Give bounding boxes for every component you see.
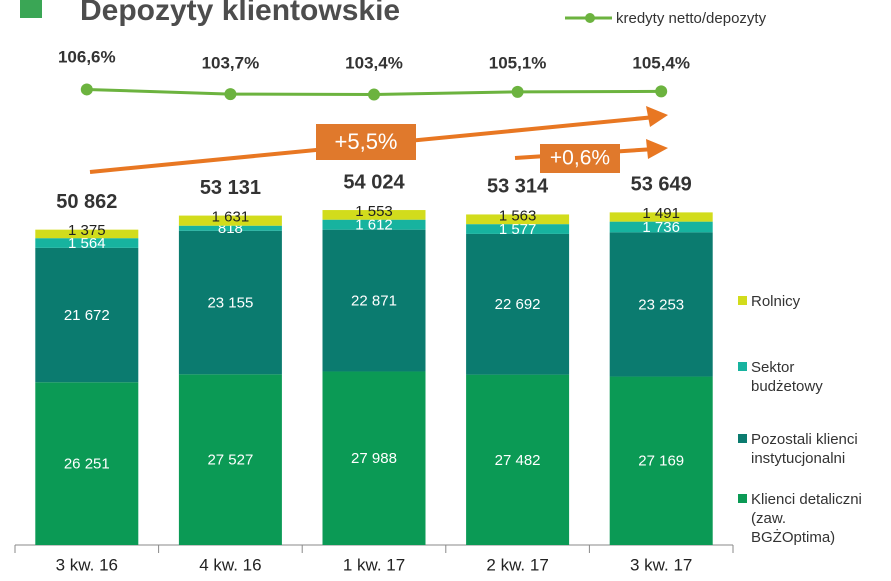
bar-segment — [178, 225, 282, 231]
bar-segment — [609, 376, 713, 545]
annotation-box — [540, 144, 620, 173]
ratio-point — [224, 88, 237, 101]
bar-segment — [609, 221, 713, 233]
ratio-label: 103,4% — [345, 53, 403, 72]
value-label: 26 251 — [64, 456, 110, 473]
legend-item: Sektor budżetowy — [738, 358, 888, 396]
legend-swatch — [738, 494, 747, 503]
bar-segment — [35, 238, 139, 248]
value-label: 27 988 — [351, 450, 397, 467]
bar-segment — [178, 215, 282, 226]
x-tick-label: 1 kw. 17 — [343, 555, 405, 574]
bar-segment — [322, 229, 426, 372]
bar-segment — [466, 224, 570, 234]
value-label: 1 553 — [355, 203, 393, 220]
value-label: 1 563 — [499, 207, 537, 224]
legend-item: Rolnicy — [738, 292, 888, 311]
ratio-point — [368, 88, 380, 101]
x-tick-label: 3 kw. 17 — [630, 555, 692, 574]
bar-segment — [322, 371, 426, 545]
legend-swatch — [738, 434, 747, 443]
value-label: 1 736 — [642, 219, 680, 236]
x-tick-label: 3 kw. 16 — [56, 555, 118, 574]
ratio-point — [655, 85, 668, 98]
value-label: 27 527 — [207, 452, 253, 469]
bar-segment — [35, 229, 139, 239]
legend-label: Rolnicy — [751, 293, 801, 310]
legend-item: Pozostali klienci instytucjonalni — [738, 430, 888, 468]
legend-label: Klienci detaliczni (zaw. BGŻOptima) — [751, 491, 862, 546]
value-label: 1 564 — [68, 235, 106, 252]
arrow-head — [646, 106, 668, 127]
value-label: 1 491 — [642, 205, 680, 222]
value-label: 21 672 — [64, 307, 110, 324]
x-tick-label: 4 kw. 16 — [199, 555, 261, 574]
bar-segment — [609, 212, 713, 222]
value-label: 22 871 — [351, 293, 397, 310]
value-label: 22 692 — [495, 296, 541, 313]
x-tick-label: 2 kw. 17 — [486, 555, 548, 574]
bar-segment — [322, 210, 426, 220]
bar-segment — [35, 247, 139, 383]
arrow-head — [646, 139, 668, 159]
ratio-label: 105,4% — [632, 53, 690, 72]
value-label: 27 169 — [638, 453, 684, 470]
bar-segment — [35, 382, 139, 545]
total-label: 53 131 — [200, 177, 261, 199]
total-label: 50 862 — [56, 191, 117, 213]
legend-swatch — [738, 362, 747, 371]
ratio-point — [80, 83, 93, 96]
value-label: 23 155 — [207, 295, 253, 312]
value-label: 1 375 — [68, 222, 106, 239]
annotation: +5,5% — [335, 129, 398, 154]
total-label: 54 024 — [343, 171, 405, 193]
value-label: 27 482 — [495, 452, 541, 469]
ratio-label: 105,1% — [489, 53, 547, 72]
value-label: 23 253 — [638, 296, 684, 313]
chart-title: Depozyty klientowskie — [80, 0, 400, 27]
total-label: 53 314 — [487, 176, 549, 198]
bar-segment — [178, 374, 282, 545]
annotation-box — [316, 124, 416, 160]
legend-label: kredyty netto/depozyty — [616, 10, 767, 27]
ratio-label: 103,7% — [202, 53, 260, 72]
title-icon — [20, 0, 42, 18]
bar-segment — [466, 233, 570, 375]
legend-label: Pozostali klienci instytucjonalni — [751, 431, 858, 467]
value-label: 1 612 — [355, 217, 393, 234]
legend-swatch — [738, 296, 747, 305]
ratio-point — [511, 85, 524, 98]
value-label: 1 631 — [212, 209, 250, 226]
bar-segment — [322, 219, 426, 230]
bar-segment — [466, 374, 570, 545]
total-label: 53 649 — [631, 174, 692, 196]
bar-segment — [466, 214, 570, 225]
bar-segment — [178, 230, 282, 375]
annotation: +0,6% — [550, 147, 610, 170]
ratio-label: 106,6% — [58, 47, 116, 66]
legend-dot — [585, 13, 595, 23]
value-label: 1 577 — [499, 221, 537, 238]
bar-segment — [609, 232, 713, 377]
legend-label: Sektor budżetowy — [751, 359, 823, 395]
legend-item: Klienci detaliczni (zaw. BGŻOptima) — [738, 490, 888, 547]
